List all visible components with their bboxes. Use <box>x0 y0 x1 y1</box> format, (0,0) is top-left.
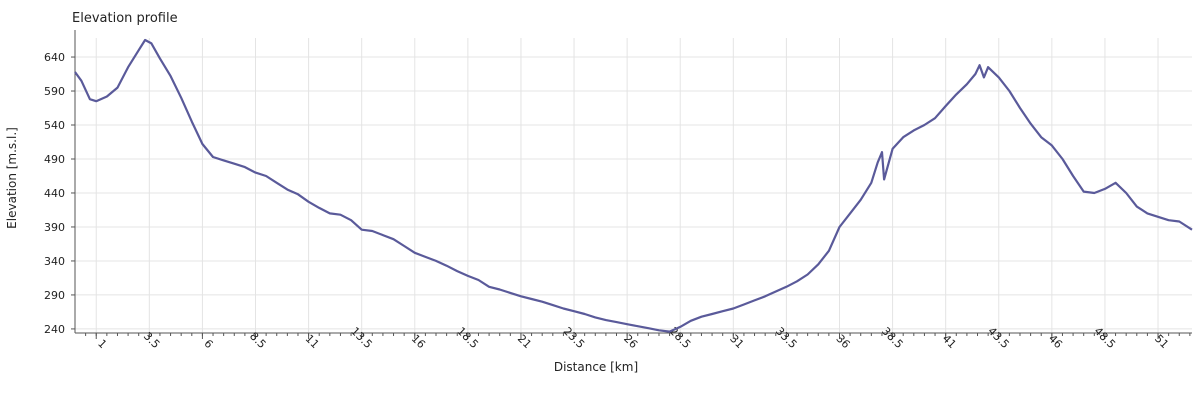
chart-title: Elevation profile <box>72 11 178 26</box>
y-axis-label: Elevation [m.s.l.] <box>5 127 19 229</box>
y-axis-ticks: 240 290 340 390 440 490 540 590 640 <box>44 51 75 336</box>
axes <box>74 30 1192 334</box>
x-tick-label: 1 <box>95 337 109 351</box>
y-tick-label: 540 <box>44 119 65 132</box>
y-tick-label: 240 <box>44 323 65 336</box>
y-tick-label: 640 <box>44 51 65 64</box>
elevation-line <box>74 38 1193 333</box>
x-axis-label: Distance [km] <box>554 360 638 374</box>
y-tick-label: 590 <box>44 85 65 98</box>
y-tick-label: 440 <box>44 187 65 200</box>
grid <box>75 38 1192 333</box>
y-tick-label: 490 <box>44 153 65 166</box>
x-tick-label: 6 <box>201 337 215 351</box>
y-tick-label: 390 <box>44 221 65 234</box>
y-tick-label: 340 <box>44 255 65 268</box>
series-layer <box>74 38 1193 333</box>
y-tick-label: 290 <box>44 289 65 302</box>
